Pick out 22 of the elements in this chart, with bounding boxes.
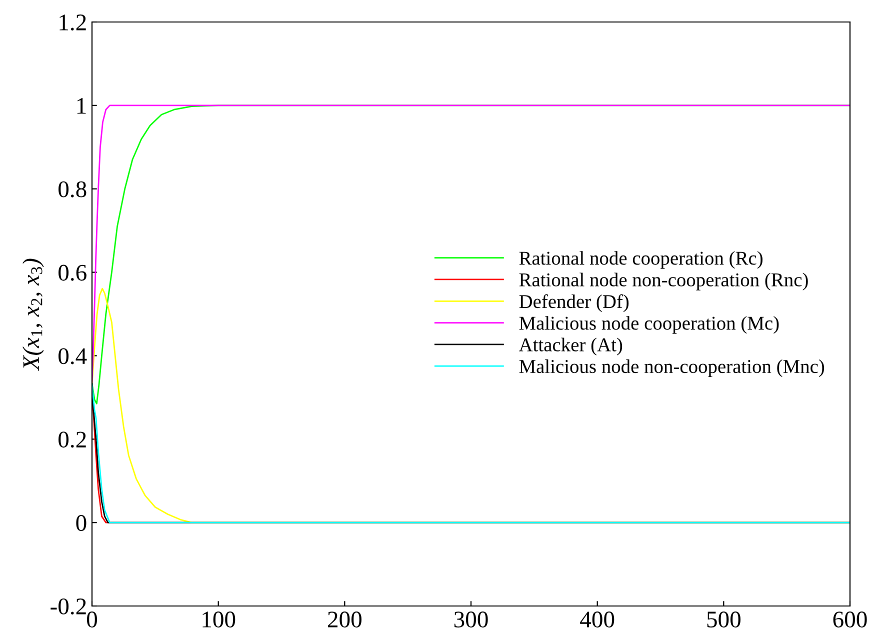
legend-label: Malicious node non-cooperation (Mnc) [519, 359, 824, 378]
y-tick-label: 0.8 [58, 181, 86, 198]
legend-label: Rational node cooperation (Rc) [519, 251, 762, 269]
x-tick-label: 400 [580, 612, 614, 628]
y-axis-title: X(x$_{1}$, x$_{2}$, x$_{3}$) [22, 258, 44, 371]
y-tick-label: 0.2 [58, 432, 86, 448]
y-tick-label: 0 [76, 515, 86, 531]
y-tick-label: -0.2 [50, 598, 86, 615]
x-tick-label: 600 [833, 612, 867, 628]
x-tick-label: 300 [454, 612, 488, 628]
legend-label: Defender (Df) [519, 294, 629, 312]
legend-label: Malicious node cooperation (Mc) [519, 316, 779, 334]
y-tick-label: 0.4 [58, 348, 87, 364]
y-tick-label: 1 [77, 98, 86, 114]
x-tick-label: 500 [707, 612, 740, 628]
x-tick-label: 200 [328, 612, 362, 628]
legend-label: Rational node non-cooperation (Rnc) [519, 272, 808, 290]
x-tick-label: 0 [86, 612, 98, 628]
legend-label: Attacker (At) [518, 338, 622, 356]
y-tick-label: 0.6 [58, 264, 86, 281]
y-tick-label: 1.2 [60, 14, 86, 31]
x-tick-label: 100 [202, 612, 236, 628]
